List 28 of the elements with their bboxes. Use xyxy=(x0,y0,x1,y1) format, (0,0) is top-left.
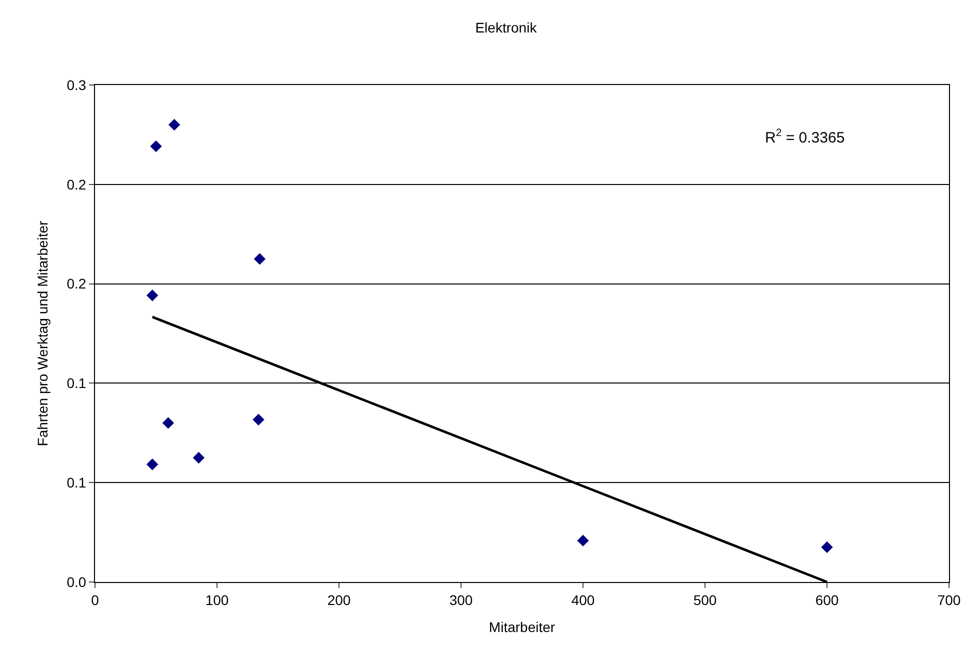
y-tick-label: 0.2 xyxy=(66,276,86,292)
y-axis-title: Fahrten pro Werktag und Mitarbeiter xyxy=(34,220,50,446)
y-tick-label: 0.3 xyxy=(66,76,86,93)
x-tick-label: 200 xyxy=(327,592,351,608)
point xyxy=(821,541,833,554)
point xyxy=(162,417,174,429)
y-tick-label: 0.1 xyxy=(66,375,86,392)
y-tick-label: 0.0 xyxy=(66,574,86,590)
x-axis-title: Mitarbeiter xyxy=(488,619,556,636)
chart-title: Elektronik xyxy=(475,20,538,36)
x-tick-label: 100 xyxy=(205,592,229,608)
annotation: R$^{2}$ = 0.3365 xyxy=(765,127,845,146)
point xyxy=(577,534,589,546)
x-tick-label: 500 xyxy=(693,592,717,608)
x-tick-label: 600 xyxy=(815,592,839,608)
y-tick-label: 0.2 xyxy=(66,176,86,192)
point xyxy=(254,253,266,265)
point xyxy=(146,290,158,302)
x-tick-label: 300 xyxy=(449,592,473,608)
y-tick-label: 0.1 xyxy=(66,474,86,490)
x-tick-label: 700 xyxy=(937,592,961,608)
point xyxy=(150,140,162,152)
x-tick-label: 0 xyxy=(91,592,100,608)
point xyxy=(146,458,158,470)
x-tick-label: 400 xyxy=(571,592,595,608)
point xyxy=(168,118,180,131)
point xyxy=(252,414,264,426)
point xyxy=(192,452,205,464)
